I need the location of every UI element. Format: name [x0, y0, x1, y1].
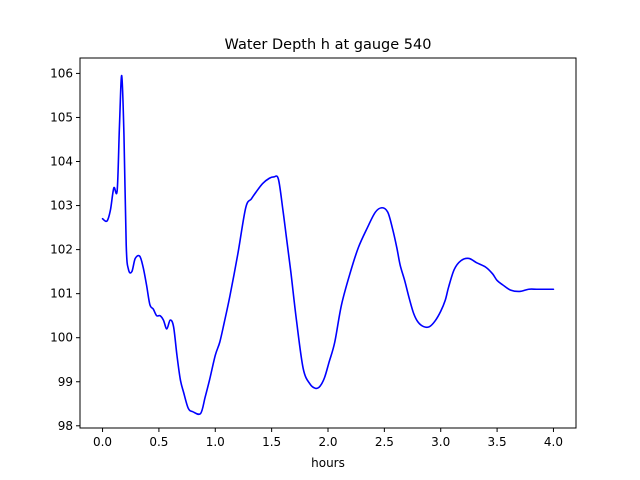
x-tick-label: 2.0 [318, 435, 337, 449]
y-tick-label: 104 [50, 155, 73, 169]
y-tick-label: 102 [50, 243, 73, 257]
y-tick-label: 99 [58, 375, 73, 389]
y-tick-label: 98 [58, 419, 73, 433]
x-tick-label: 0.0 [93, 435, 112, 449]
x-axis-label: hours [311, 456, 345, 470]
series-layer [101, 74, 555, 416]
y-tick-label: 105 [50, 110, 73, 124]
x-axis: 0.0 0.5 1.0 1.5 2.0 2.5 3.0 3.5 4.0 [93, 428, 563, 449]
y-axis: 98 99 100 101 102 103 104 105 106 [50, 66, 80, 433]
chart-title: Water Depth h at gauge 540 [225, 37, 432, 53]
y-tick-label: 100 [50, 331, 73, 345]
y-tick-label: 103 [50, 199, 73, 213]
x-tick-label: 3.5 [488, 435, 507, 449]
x-tick-label: 1.0 [206, 435, 225, 449]
series-line [101, 74, 555, 416]
y-tick-label: 101 [50, 287, 73, 301]
y-tick-label: 106 [50, 66, 73, 80]
x-tick-label: 3.0 [431, 435, 450, 449]
x-tick-label: 4.0 [544, 435, 563, 449]
x-tick-label: 0.5 [149, 435, 168, 449]
x-tick-label: 2.5 [375, 435, 394, 449]
x-tick-label: 1.5 [262, 435, 281, 449]
